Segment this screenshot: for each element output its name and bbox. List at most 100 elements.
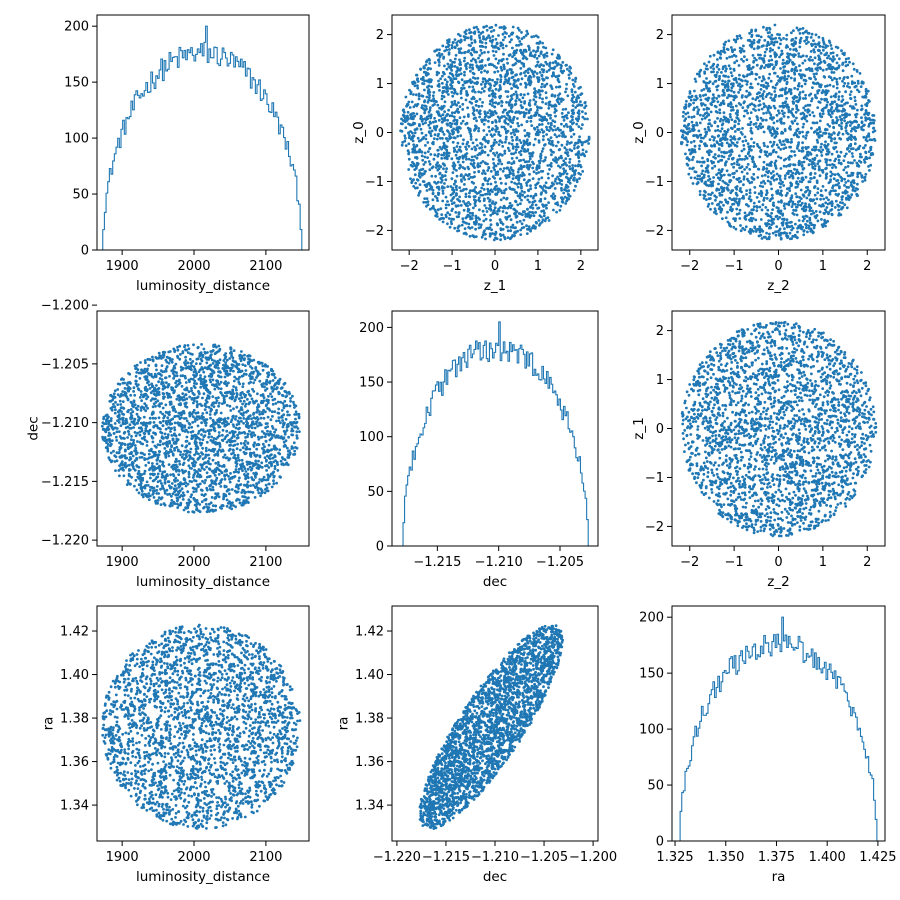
- y-tick-label: 1: [376, 77, 384, 92]
- scatter-point: [564, 135, 567, 139]
- scatter-point: [545, 70, 549, 73]
- scatter-point: [447, 38, 451, 42]
- scatter-point: [413, 173, 417, 177]
- scatter-point: [792, 97, 796, 101]
- scatter-point: [475, 144, 479, 147]
- scatter-point: [718, 74, 721, 78]
- scatter-point: [760, 65, 763, 69]
- scatter-point: [829, 103, 832, 106]
- scatter-point: [496, 173, 500, 176]
- scatter-point: [804, 190, 807, 194]
- scatter-point: [723, 129, 727, 133]
- scatter-point: [849, 196, 852, 199]
- scatter-point: [540, 82, 544, 86]
- scatter-point: [768, 111, 771, 115]
- scatter-point: [829, 170, 833, 174]
- scatter-point: [414, 103, 417, 107]
- scatter-point: [844, 60, 848, 64]
- scatter-point: [787, 156, 790, 160]
- scatter-point: [565, 114, 569, 117]
- scatter-point: [579, 100, 582, 104]
- scatter-point: [806, 103, 810, 107]
- scatter-point: [421, 104, 424, 107]
- scatter-point: [854, 187, 858, 190]
- scatter-point: [750, 30, 753, 33]
- scatter-point: [824, 188, 828, 192]
- scatter-point: [553, 194, 557, 198]
- scatter-point: [517, 212, 521, 215]
- scatter-point: [834, 107, 838, 111]
- scatter-point: [684, 103, 688, 106]
- scatter-point: [451, 60, 454, 64]
- y-tick-label: 200: [64, 20, 89, 35]
- scatter-point: [790, 149, 793, 153]
- scatter-point: [500, 125, 504, 129]
- scatter-point: [456, 134, 460, 138]
- scatter-point: [547, 103, 551, 107]
- scatter-point: [577, 103, 581, 107]
- scatter-point: [548, 186, 552, 190]
- scatter-point: [519, 141, 523, 145]
- scatter-point: [484, 217, 488, 221]
- scatter-point: [742, 59, 745, 63]
- scatter-point: [515, 136, 519, 140]
- scatter-point: [424, 105, 428, 108]
- scatter-point: [529, 51, 533, 54]
- scatter-point: [550, 194, 554, 198]
- scatter-point: [504, 187, 508, 191]
- scatter-point: [546, 164, 550, 167]
- scatter-point: [836, 118, 839, 122]
- scatter-point: [799, 197, 803, 201]
- scatter-point: [730, 189, 734, 193]
- scatter-point: [420, 172, 424, 176]
- scatter-point: [760, 237, 764, 240]
- scatter-point: [770, 211, 773, 215]
- scatter-point: [771, 231, 775, 235]
- scatter-point: [508, 170, 512, 174]
- scatter-point: [542, 78, 546, 81]
- scatter-point: [485, 28, 489, 32]
- scatter-point: [819, 85, 823, 89]
- scatter-point: [737, 163, 741, 167]
- scatter-point: [746, 111, 749, 115]
- scatter-point: [725, 169, 729, 173]
- scatter-point: [518, 167, 521, 170]
- scatter-point: [528, 157, 532, 161]
- scatter-point: [791, 211, 795, 215]
- scatter-point: [735, 141, 739, 144]
- scatter-point: [811, 121, 815, 125]
- scatter-point: [731, 105, 735, 109]
- scatter-point: [450, 44, 454, 47]
- scatter-point: [516, 170, 520, 174]
- scatter-point: [459, 72, 463, 76]
- scatter-point: [758, 205, 762, 209]
- scatter-point: [807, 40, 810, 44]
- scatter-point: [467, 167, 471, 171]
- scatter-point: [820, 142, 823, 146]
- scatter-point: [554, 114, 557, 118]
- scatter-point: [696, 177, 699, 181]
- scatter-point: [801, 141, 804, 145]
- scatter-point: [538, 96, 542, 100]
- scatter-point: [751, 54, 755, 57]
- scatter-point: [578, 164, 582, 167]
- scatter-point: [833, 100, 837, 104]
- scatter-point: [459, 47, 463, 50]
- scatter-point: [401, 113, 405, 117]
- scatter-point: [702, 175, 706, 179]
- scatter-point: [474, 147, 478, 151]
- scatter-point: [413, 168, 417, 172]
- scatter-point: [753, 186, 757, 189]
- scatter-point: [770, 187, 773, 191]
- scatter-point: [687, 172, 691, 176]
- scatter-point: [453, 57, 457, 61]
- scatter-point: [468, 191, 471, 195]
- scatter-point: [746, 105, 750, 109]
- scatter-point: [552, 182, 555, 186]
- scatter-point: [568, 141, 572, 145]
- scatter-point: [434, 214, 437, 218]
- scatter-point: [489, 182, 493, 186]
- scatter-point: [572, 189, 576, 192]
- scatter-point: [503, 115, 506, 118]
- scatter-point: [717, 202, 720, 206]
